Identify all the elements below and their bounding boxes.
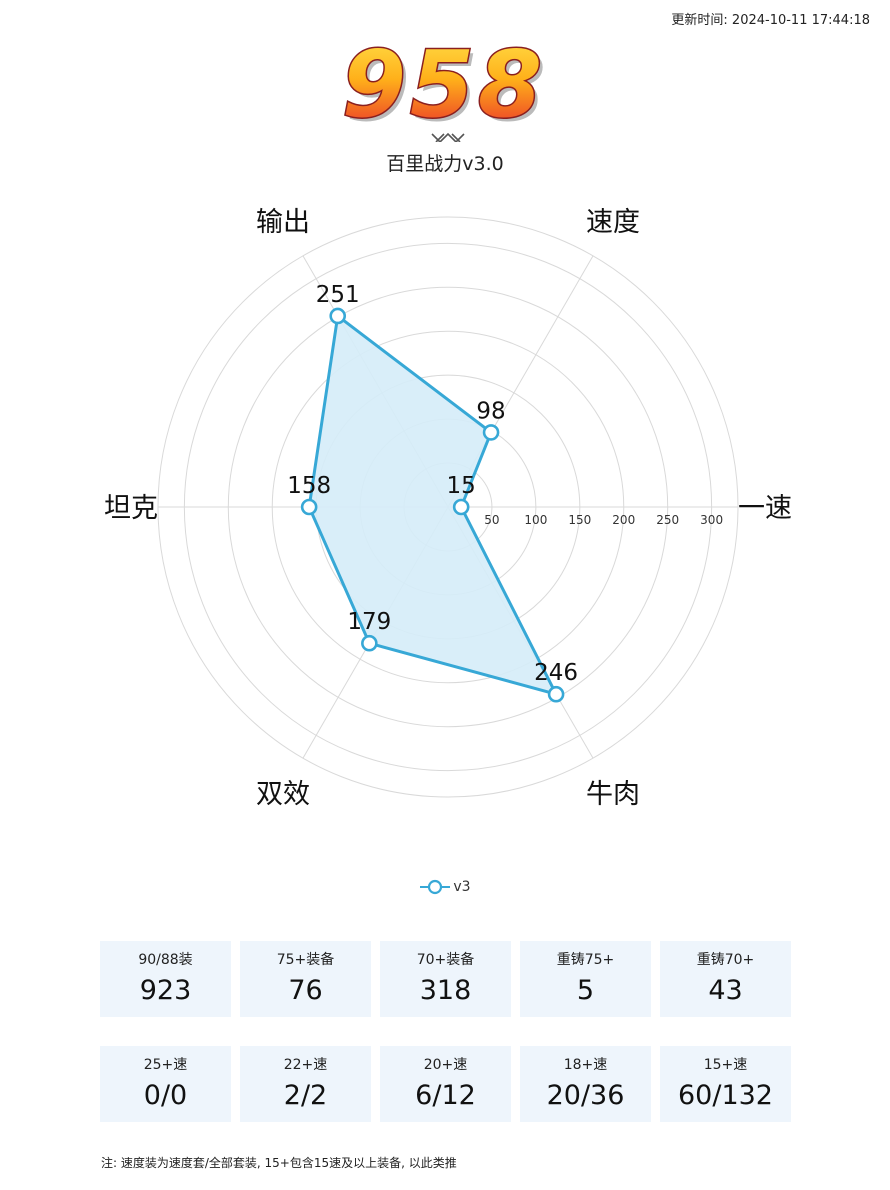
legend-label: v3: [453, 879, 471, 895]
stat-card: 22+速 2/2: [240, 1046, 371, 1122]
equipment-stats-row: 90/88装 923 75+装备 76 70+装备 318 重铸75+ 5 重铸70+ 4…: [100, 941, 791, 1017]
stat-label: 20+速: [423, 1057, 468, 1073]
series-area: [307, 314, 558, 696]
stat-value: 43: [708, 975, 743, 1006]
data-label: 15: [447, 473, 476, 499]
data-label: 251: [316, 282, 360, 308]
stat-label: 15+速: [703, 1057, 748, 1073]
stat-value: 318: [419, 975, 472, 1006]
footnote: 注: 速度装为速度套/全部套装, 15+包含15速及以上装备, 以此类推: [101, 1156, 457, 1170]
axis-label: 双效: [256, 779, 310, 810]
stat-label: 重铸70+: [696, 952, 755, 968]
axis-label: 坦克: [104, 493, 158, 524]
stat-value: 20/36: [546, 1080, 625, 1111]
stat-card: 25+速 0/0: [100, 1046, 231, 1122]
score-shadow: 958: [346, 35, 550, 142]
axis-label: 输出: [256, 207, 310, 238]
stat-label: 22+速: [283, 1057, 328, 1073]
data-label: 158: [287, 473, 331, 499]
radial-tick-label: 200: [612, 513, 635, 527]
stat-label: 90/88装: [138, 952, 193, 968]
data-point: [482, 424, 500, 441]
chart-legend[interactable]: v3: [0, 879, 890, 895]
stat-label: 25+速: [143, 1057, 188, 1073]
stat-label: 18+速: [563, 1057, 608, 1073]
axis-label: 牛肉: [586, 779, 640, 810]
stat-card: 20+速 6/12: [380, 1046, 511, 1122]
stat-card: 90/88装 923: [100, 941, 231, 1017]
stat-card: 15+速 60/132: [660, 1046, 791, 1122]
stat-value: 76: [288, 975, 323, 1006]
radial-tick-label: 100: [524, 513, 547, 527]
data-point: [329, 307, 347, 325]
stat-value: 0/0: [143, 1080, 188, 1111]
data-point: [547, 685, 565, 703]
data-label: 246: [534, 660, 578, 686]
update-time: 更新时间: 2024-10-11 17:44:18: [671, 13, 870, 28]
axis-label: 速度: [586, 207, 640, 238]
data-point: [452, 498, 470, 516]
chart-subtitle: 百里战力v3.0: [386, 153, 504, 175]
radial-tick-label: 250: [656, 513, 679, 527]
score-value: 958: [342, 31, 546, 138]
series-v3: [307, 314, 558, 696]
stat-card: 75+装备 76: [240, 941, 371, 1017]
stat-card: 重铸70+ 43: [660, 941, 791, 1017]
stat-label: 75+装备: [276, 952, 335, 968]
stat-value: 6/12: [415, 1080, 476, 1111]
data-point: [361, 634, 378, 652]
axis-label: 一速: [738, 493, 792, 524]
data-label: 98: [476, 398, 505, 424]
legend-marker-icon: [420, 879, 451, 895]
stat-label: 重铸75+: [556, 952, 615, 968]
stat-value: 5: [576, 975, 595, 1006]
radial-ticks: 50 100 150 200 250 300: [484, 513, 723, 527]
stat-value: 923: [139, 975, 192, 1006]
data-labels: 15 98 251 158 179 246: [287, 282, 578, 686]
divider-ornament-icon: [431, 132, 465, 142]
stat-label: 70+装备: [416, 952, 475, 968]
stat-card: 18+速 20/36: [520, 1046, 651, 1122]
data-point: [300, 498, 318, 516]
data-points: [300, 307, 565, 703]
stat-value: 2/2: [283, 1080, 328, 1111]
radial-tick-label: 300: [700, 513, 723, 527]
speed-stats-row: 25+速 0/0 22+速 2/2 20+速 6/12 18+速 20/36 15+速 6…: [100, 1046, 791, 1122]
radial-tick-label: 50: [484, 513, 499, 527]
stat-card: 70+装备 318: [380, 941, 511, 1017]
score-banner: 958 958: [0, 22, 890, 142]
data-label: 179: [347, 609, 391, 635]
radial-tick-label: 150: [568, 513, 591, 527]
stat-value: 60/132: [678, 1080, 773, 1111]
score-graphic: 958 958: [250, 30, 640, 142]
stat-card: 重铸75+ 5: [520, 941, 651, 1017]
